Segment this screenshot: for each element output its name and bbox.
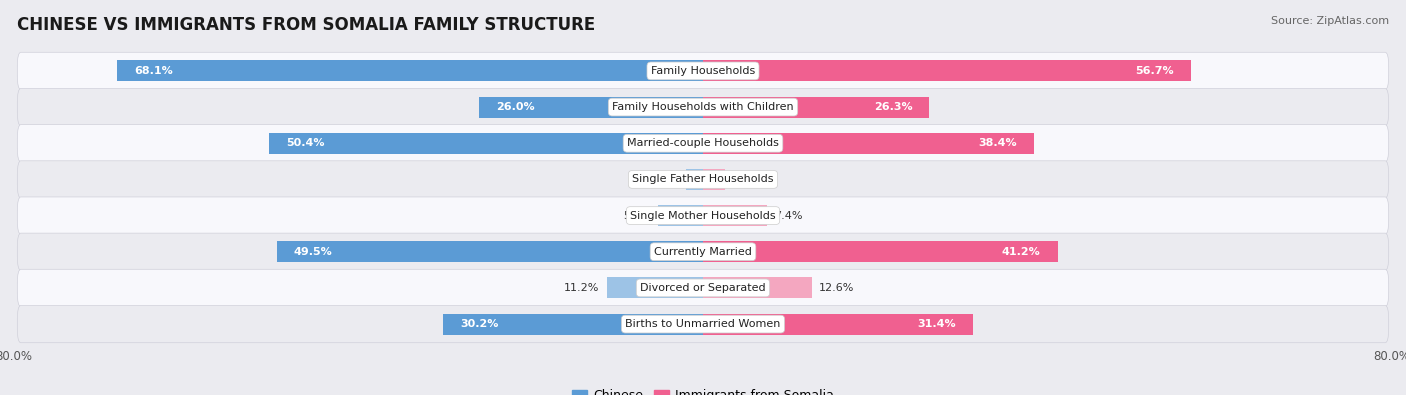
- FancyBboxPatch shape: [17, 52, 1389, 90]
- Text: 26.3%: 26.3%: [873, 102, 912, 112]
- Bar: [703, 205, 766, 226]
- Text: 49.5%: 49.5%: [294, 247, 333, 257]
- Text: 12.6%: 12.6%: [818, 283, 853, 293]
- FancyBboxPatch shape: [17, 305, 1389, 343]
- Bar: [703, 169, 724, 190]
- Bar: [658, 205, 703, 226]
- Text: 50.4%: 50.4%: [287, 138, 325, 148]
- Text: 41.2%: 41.2%: [1002, 247, 1040, 257]
- Text: Single Mother Households: Single Mother Households: [630, 211, 776, 220]
- Text: Single Father Households: Single Father Households: [633, 175, 773, 184]
- Text: Births to Unmarried Women: Births to Unmarried Women: [626, 319, 780, 329]
- Bar: [703, 60, 1191, 81]
- Bar: [269, 133, 703, 154]
- Text: 2.5%: 2.5%: [731, 175, 759, 184]
- Text: Family Households: Family Households: [651, 66, 755, 76]
- Text: 68.1%: 68.1%: [134, 66, 173, 76]
- FancyBboxPatch shape: [17, 161, 1389, 198]
- Text: 11.2%: 11.2%: [564, 283, 599, 293]
- FancyBboxPatch shape: [17, 269, 1389, 307]
- Bar: [277, 241, 703, 262]
- Bar: [703, 277, 811, 298]
- Text: Source: ZipAtlas.com: Source: ZipAtlas.com: [1271, 16, 1389, 26]
- Bar: [606, 277, 703, 298]
- Text: 56.7%: 56.7%: [1136, 66, 1174, 76]
- FancyBboxPatch shape: [17, 233, 1389, 271]
- FancyBboxPatch shape: [17, 197, 1389, 234]
- Text: Currently Married: Currently Married: [654, 247, 752, 257]
- Text: 7.4%: 7.4%: [773, 211, 801, 220]
- Bar: [117, 60, 703, 81]
- Text: 38.4%: 38.4%: [977, 138, 1017, 148]
- Text: Divorced or Separated: Divorced or Separated: [640, 283, 766, 293]
- Legend: Chinese, Immigrants from Somalia: Chinese, Immigrants from Somalia: [567, 384, 839, 395]
- Bar: [703, 241, 1057, 262]
- Bar: [703, 133, 1033, 154]
- FancyBboxPatch shape: [17, 124, 1389, 162]
- Text: 30.2%: 30.2%: [460, 319, 499, 329]
- Text: 26.0%: 26.0%: [496, 102, 534, 112]
- Text: CHINESE VS IMMIGRANTS FROM SOMALIA FAMILY STRUCTURE: CHINESE VS IMMIGRANTS FROM SOMALIA FAMIL…: [17, 16, 595, 34]
- FancyBboxPatch shape: [17, 88, 1389, 126]
- Text: 2.0%: 2.0%: [651, 175, 679, 184]
- Bar: [703, 314, 973, 335]
- Text: 31.4%: 31.4%: [918, 319, 956, 329]
- Bar: [686, 169, 703, 190]
- Text: Married-couple Households: Married-couple Households: [627, 138, 779, 148]
- Text: Family Households with Children: Family Households with Children: [612, 102, 794, 112]
- Bar: [443, 314, 703, 335]
- Bar: [479, 97, 703, 118]
- Bar: [703, 97, 929, 118]
- Text: 5.2%: 5.2%: [623, 211, 651, 220]
